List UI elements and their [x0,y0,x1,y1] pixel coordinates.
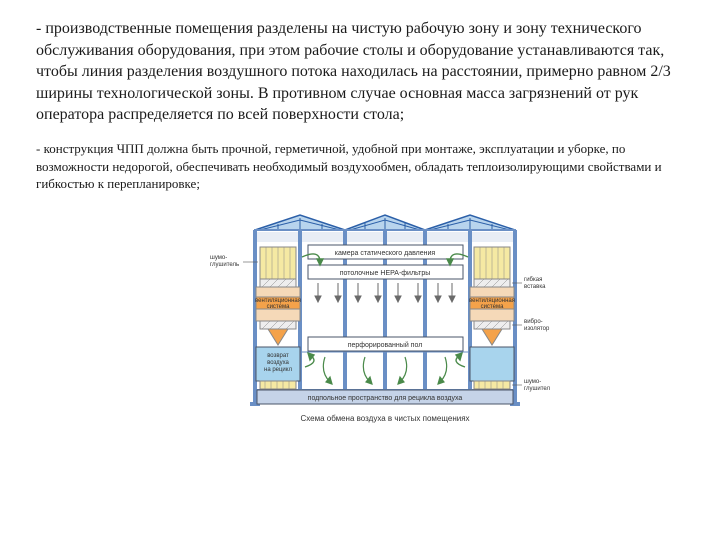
label-muffler-left-2: глушитель [210,262,239,268]
label-muffler-left-1: шумо- [210,255,227,261]
label-vibro-1: вибро- [524,319,543,325]
cleanroom-diagram: камера статического давления потолочные … [170,207,550,432]
svg-text:воздуха: воздуха [267,360,289,366]
label-muffler-r-1: шумо- [524,379,541,385]
svg-text:на рецикл: на рецикл [264,367,292,373]
label-flex-1: гибкая [524,277,542,283]
paragraph-1: - производственные помещения разделены н… [36,18,684,126]
label-vibro-2: изолятор [524,326,550,332]
diagram-container: камера статического давления потолочные … [36,207,684,437]
svg-text:система: система [267,304,290,310]
label-static-chamber: камера статического давления [335,250,436,257]
diagram-caption: Схема обмена воздуха в чистых помещениях [300,414,469,423]
label-flex-2: вставка [524,284,546,290]
label-perf-floor: перфорированный пол [348,341,423,349]
paragraph-2: - конструкция ЧПП должна быть прочной, г… [36,140,684,193]
svg-text:система: система [481,304,504,310]
label-underfloor: подпольное пространство для рецикла возд… [308,395,463,402]
svg-text:возврат: возврат [267,353,289,359]
label-muffler-r-2: глушитель [524,386,550,392]
label-hepa: потолочные HEPA-фильтры [340,270,431,277]
